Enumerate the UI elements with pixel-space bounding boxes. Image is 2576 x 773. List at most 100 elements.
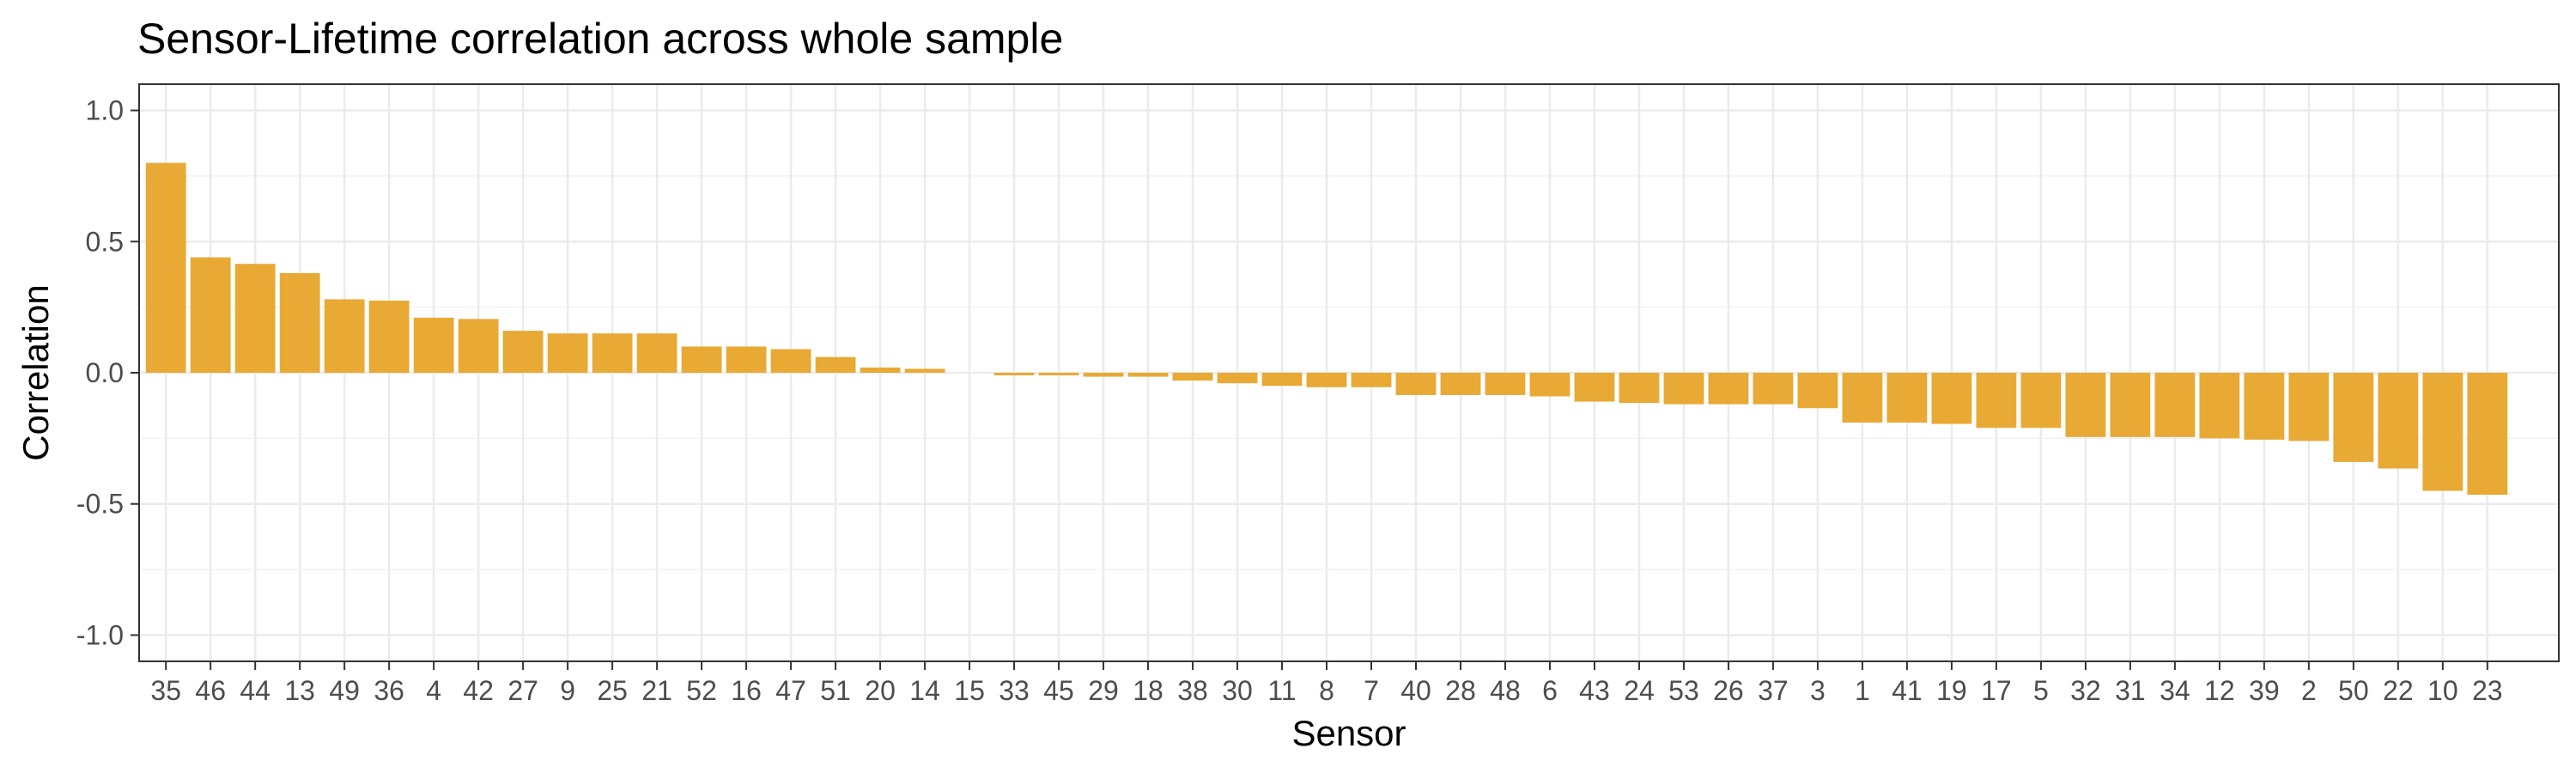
x-tick-label: 20 — [865, 675, 896, 706]
x-tick-label: 13 — [284, 675, 315, 706]
x-tick-label: 39 — [2249, 675, 2280, 706]
bar-sensor-8 — [1306, 373, 1347, 387]
x-tick-label: 50 — [2338, 675, 2369, 706]
bar-sensor-43 — [1574, 373, 1615, 402]
bars-group — [145, 162, 2508, 496]
bar-sensor-2 — [2288, 373, 2330, 441]
x-tick-label: 41 — [1892, 675, 1923, 706]
x-tick-label: 36 — [374, 675, 404, 706]
bar-sensor-38 — [1172, 373, 1213, 381]
x-tick-label: 29 — [1088, 675, 1119, 706]
bar-sensor-9 — [547, 333, 588, 373]
y-tick-label: 0.5 — [86, 226, 124, 257]
bar-sensor-14 — [904, 368, 945, 373]
bar-sensor-6 — [1529, 373, 1571, 397]
bar-sensor-21 — [636, 333, 677, 373]
x-tick-label: 33 — [999, 675, 1030, 706]
x-axis-ticks: 35 46 44 13 49 36 4 42 27 9 25 21 52 16 47 51 20 14 15 33 45… — [150, 661, 2503, 706]
bar-sensor-22 — [2378, 373, 2419, 469]
bar-sensor-51 — [815, 356, 856, 373]
x-tick-label: 1 — [1855, 675, 1870, 706]
chart-title: Sensor-Lifetime correlation across whole… — [137, 15, 1063, 63]
bar-sensor-23 — [2467, 373, 2508, 496]
bar-sensor-7 — [1351, 373, 1392, 387]
bar-sensor-28 — [1440, 373, 1481, 395]
x-tick-label: 2 — [2301, 675, 2317, 706]
bar-sensor-3 — [1797, 373, 1838, 409]
x-tick-label: 24 — [1624, 675, 1655, 706]
bar-sensor-53 — [1663, 373, 1704, 405]
x-tick-label: 4 — [426, 675, 441, 706]
bar-sensor-30 — [1217, 373, 1258, 384]
bar-sensor-19 — [1931, 373, 1972, 424]
bar-sensor-33 — [993, 373, 1035, 376]
x-tick-label: 3 — [1810, 675, 1826, 706]
x-tick-label: 5 — [2033, 675, 2049, 706]
x-tick-label: 45 — [1043, 675, 1074, 706]
bar-sensor-45 — [1038, 373, 1079, 376]
bar-sensor-40 — [1395, 373, 1437, 395]
bar-sensor-11 — [1261, 373, 1303, 386]
x-tick-label: 51 — [820, 675, 851, 706]
y-tick-label: 1.0 — [86, 95, 124, 126]
x-tick-label: 31 — [2115, 675, 2146, 706]
x-tick-label: 48 — [1490, 675, 1521, 706]
grid-lines — [139, 84, 2559, 661]
x-tick-label: 12 — [2204, 675, 2235, 706]
x-tick-label: 32 — [2070, 675, 2101, 706]
x-tick-label: 6 — [1542, 675, 1558, 706]
bar-sensor-47 — [770, 349, 811, 373]
x-tick-label: 17 — [1981, 675, 2012, 706]
x-tick-label: 19 — [1936, 675, 1967, 706]
bar-sensor-48 — [1485, 373, 1526, 395]
bar-sensor-32 — [2065, 373, 2106, 437]
bar-sensor-39 — [2244, 373, 2285, 440]
x-tick-label: 52 — [686, 675, 717, 706]
x-tick-label: 43 — [1579, 675, 1610, 706]
x-tick-label: 9 — [560, 675, 575, 706]
bar-sensor-42 — [458, 319, 499, 373]
y-axis-label: Correlation — [15, 284, 56, 460]
x-tick-label: 44 — [240, 675, 270, 706]
bar-sensor-24 — [1619, 373, 1660, 404]
x-tick-label: 27 — [507, 675, 538, 706]
bar-sensor-17 — [1976, 373, 2017, 429]
bar-sensor-35 — [145, 162, 186, 373]
x-tick-label: 26 — [1713, 675, 1744, 706]
x-tick-label: 16 — [731, 675, 762, 706]
x-tick-label: 38 — [1177, 675, 1208, 706]
x-tick-label: 42 — [463, 675, 494, 706]
bar-sensor-16 — [726, 346, 767, 373]
y-tick-label: -0.5 — [76, 489, 124, 520]
bar-sensor-20 — [860, 367, 901, 373]
x-tick-label: 25 — [597, 675, 628, 706]
bar-sensor-36 — [368, 301, 410, 373]
x-tick-label: 46 — [195, 675, 226, 706]
x-tick-label: 30 — [1222, 675, 1253, 706]
bar-sensor-44 — [234, 264, 276, 373]
bar-sensor-13 — [279, 272, 320, 373]
x-tick-label: 18 — [1133, 675, 1163, 706]
bar-sensor-34 — [2154, 373, 2196, 437]
bar-sensor-5 — [2020, 373, 2062, 429]
y-tick-label: 0.0 — [86, 357, 124, 388]
y-axis-ticks: 1.0 0.5 0.0 -0.5 -1.0 — [76, 95, 139, 650]
bar-sensor-50 — [2333, 373, 2374, 462]
bar-sensor-12 — [2199, 373, 2240, 439]
x-tick-label: 34 — [2160, 675, 2190, 706]
x-tick-label: 11 — [1267, 675, 1296, 706]
bar-sensor-25 — [592, 333, 633, 373]
bar-sensor-10 — [2422, 373, 2464, 491]
x-tick-label: 22 — [2383, 675, 2414, 706]
x-tick-label: 35 — [150, 675, 181, 706]
bar-sensor-31 — [2110, 373, 2151, 437]
bar-sensor-1 — [1842, 373, 1883, 423]
x-tick-label: 49 — [329, 675, 360, 706]
x-tick-label: 21 — [641, 675, 672, 706]
x-tick-label: 53 — [1668, 675, 1699, 706]
bar-sensor-27 — [502, 331, 544, 373]
x-tick-label: 23 — [2472, 675, 2503, 706]
bar-sensor-26 — [1708, 373, 1749, 405]
bar-sensor-46 — [190, 257, 231, 373]
